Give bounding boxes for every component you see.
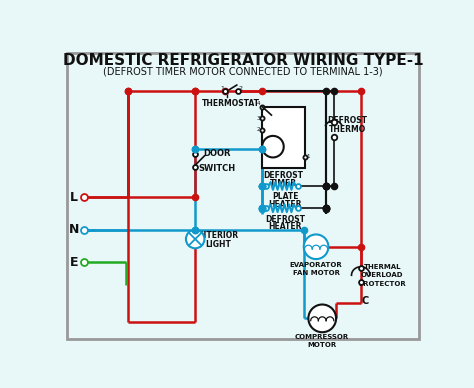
Text: THERMOSTAT: THERMOSTAT: [202, 99, 260, 108]
Circle shape: [304, 234, 328, 259]
Text: 2: 2: [238, 87, 243, 92]
Text: E: E: [70, 256, 79, 268]
Text: (DEFROST TIMER MOTOR CONNECTED TO TERMINAL 1-3): (DEFROST TIMER MOTOR CONNECTED TO TERMIN…: [103, 67, 383, 77]
Text: COMPRESSOR: COMPRESSOR: [295, 334, 349, 340]
Circle shape: [186, 230, 204, 248]
Text: 4: 4: [256, 101, 260, 106]
Text: 1: 1: [307, 154, 310, 159]
FancyBboxPatch shape: [66, 53, 419, 339]
Text: THERMO: THERMO: [329, 125, 366, 134]
Text: 3: 3: [256, 116, 260, 121]
Text: N: N: [69, 223, 80, 236]
Text: INTERIOR: INTERIOR: [198, 231, 239, 240]
Text: OVERLOAD: OVERLOAD: [361, 272, 403, 278]
Text: 1: 1: [220, 87, 224, 92]
Text: PROTECTOR: PROTECTOR: [358, 281, 406, 287]
Text: DEFROST: DEFROST: [328, 116, 368, 125]
Text: THERMAL: THERMAL: [364, 264, 401, 270]
Text: DEFROST: DEFROST: [264, 171, 304, 180]
Text: LIGHT: LIGHT: [205, 240, 231, 249]
Text: PLATE: PLATE: [272, 192, 299, 201]
Text: EVAPORATOR: EVAPORATOR: [290, 262, 342, 268]
Text: HEATER: HEATER: [269, 222, 302, 231]
Text: TIMER: TIMER: [270, 179, 297, 188]
Text: MOTOR: MOTOR: [308, 341, 337, 348]
Text: FAN MOTOR: FAN MOTOR: [292, 270, 339, 276]
Text: L: L: [70, 191, 78, 204]
Text: SWITCH: SWITCH: [198, 164, 235, 173]
Text: DOOR: DOOR: [203, 149, 230, 158]
Text: DEFROST: DEFROST: [265, 215, 305, 223]
Text: DOMESTIC REFRIGERATOR WIRING TYPE-1: DOMESTIC REFRIGERATOR WIRING TYPE-1: [63, 53, 423, 68]
Circle shape: [262, 136, 284, 158]
Text: HEATER: HEATER: [269, 200, 302, 209]
Text: 2: 2: [256, 127, 260, 132]
Text: C: C: [362, 296, 369, 306]
Text: M: M: [267, 142, 278, 152]
FancyBboxPatch shape: [262, 107, 305, 168]
Circle shape: [309, 305, 336, 332]
